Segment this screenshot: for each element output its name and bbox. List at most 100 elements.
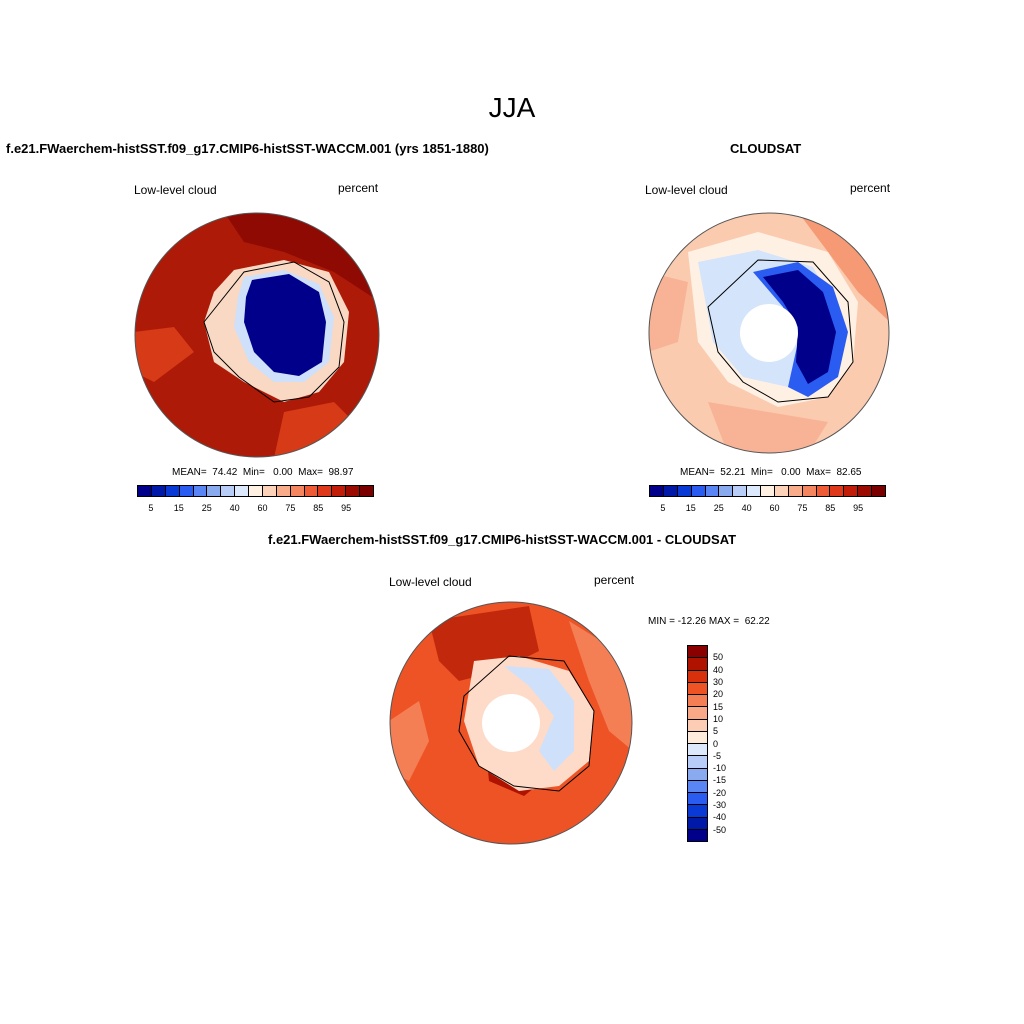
- model-colorbar-swatch: [290, 486, 305, 496]
- diff-polar-map: [389, 601, 633, 845]
- obs-colorbar-swatch: [872, 486, 885, 496]
- obs-colorbar-swatch: [650, 486, 664, 496]
- obs-polar-gap: [740, 304, 798, 362]
- model-colorbar-swatch: [221, 486, 236, 496]
- model-colorbar-swatch: [165, 486, 180, 496]
- diff-colorbar-tick-label: -20: [713, 787, 727, 798]
- obs-mid-cloud-region-2: [649, 272, 688, 352]
- model-colorbar-swatch: [262, 486, 277, 496]
- model-polar-map: [134, 212, 380, 458]
- obs-colorbar-swatch: [816, 486, 831, 496]
- model-colorbar: [137, 485, 374, 497]
- obs-colorbar-tick-label: 5: [660, 503, 666, 513]
- obs-colorbar-swatch: [788, 486, 803, 496]
- obs-colorbar-swatch: [830, 486, 845, 496]
- model-colorbar-swatch: [179, 486, 194, 496]
- obs-coastline: [707, 259, 854, 403]
- model-colorbar-swatch: [193, 486, 208, 496]
- model-colorbar-tick-label: 75: [285, 503, 296, 513]
- diff-colorbar-tick-label: 15: [713, 701, 724, 712]
- diff-colorbar-swatch: [688, 670, 707, 683]
- model-colorbar-swatch: [235, 486, 249, 496]
- diff-colorbar-tick-label: -30: [713, 800, 727, 811]
- obs-colorbar-swatch: [691, 486, 706, 496]
- diff-colorbar-tick-label: 50: [713, 652, 724, 663]
- diff-colorbar-tick-label: 5: [713, 726, 719, 737]
- diff-stats: MIN = -12.26 MAX = 62.22: [648, 616, 770, 627]
- obs-colorbar-tick-label: 25: [713, 503, 724, 513]
- obs-variable-label: Low-level cloud: [645, 183, 728, 197]
- obs-colorbar-tick-label: 85: [825, 503, 836, 513]
- obs-antarctic-low-cloud: [763, 270, 836, 384]
- obs-units-label: percent: [850, 181, 891, 195]
- diff-colorbar-swatch: [688, 695, 707, 708]
- diff-coastline: [458, 655, 595, 792]
- diff-lower-region: [390, 701, 429, 781]
- diff-colorbar-tick-label: 40: [713, 664, 724, 675]
- diff-colorbar-tick-label: -40: [713, 812, 727, 823]
- model-mid-cloud-region: [135, 327, 194, 382]
- obs-colorbar-tick-label: 75: [797, 503, 808, 513]
- diff-colorbar-swatch: [688, 744, 707, 757]
- model-panel-title: f.e21.FWaerchem-histSST.f09_g17.CMIP6-hi…: [6, 141, 489, 156]
- model-coastline: [203, 261, 345, 403]
- obs-colorbar-swatch: [733, 486, 748, 496]
- model-colorbar-tick-label: 5: [148, 503, 154, 513]
- model-colorbar-swatch: [346, 486, 360, 496]
- obs-colorbar-tick-label: 40: [741, 503, 752, 513]
- diff-colorbar-swatch: [688, 805, 707, 818]
- obs-colorbar-swatch: [705, 486, 720, 496]
- model-stats: MEAN= 74.42 Min= 0.00 Max= 98.97: [172, 467, 354, 478]
- obs-colorbar-swatch: [677, 486, 692, 496]
- diff-colorbar-swatch: [688, 793, 707, 806]
- obs-colorbar-tick-label: 15: [685, 503, 696, 513]
- obs-colorbar-swatch: [663, 486, 678, 496]
- obs-colorbar-tick-label: 95: [853, 503, 864, 513]
- model-mid-cloud-region-2: [274, 402, 364, 457]
- model-colorbar-swatch: [304, 486, 319, 496]
- model-colorbar-tick-label: 15: [173, 503, 184, 513]
- diff-colorbar-swatch: [688, 707, 707, 720]
- model-colorbar-swatch: [276, 486, 291, 496]
- diff-polar-gap: [482, 694, 540, 752]
- diff-panel-title: f.e21.FWaerchem-histSST.f09_g17.CMIP6-hi…: [268, 532, 737, 547]
- obs-colorbar-swatch: [844, 486, 859, 496]
- diff-colorbar-tick-label: 0: [713, 738, 719, 749]
- model-colorbar-tick-label: 25: [201, 503, 212, 513]
- obs-colorbar-swatch: [747, 486, 761, 496]
- model-colorbar-tick-label: 85: [313, 503, 324, 513]
- model-colorbar-swatch: [207, 486, 222, 496]
- diff-colorbar: [687, 645, 708, 842]
- obs-colorbar-swatch: [802, 486, 817, 496]
- diff-colorbar-tick-label: -50: [713, 824, 727, 835]
- diff-colorbar-swatch: [688, 658, 707, 671]
- obs-stats: MEAN= 52.21 Min= 0.00 Max= 82.65: [680, 467, 862, 478]
- diff-colorbar-swatch: [688, 731, 707, 744]
- obs-colorbar-swatch: [719, 486, 734, 496]
- diff-colorbar-tick-label: 30: [713, 676, 724, 687]
- model-units-label: percent: [338, 181, 379, 195]
- obs-colorbar-swatch: [761, 486, 775, 496]
- obs-colorbar-swatch: [858, 486, 872, 496]
- obs-colorbar: [649, 485, 886, 497]
- model-colorbar-tick-label: 95: [341, 503, 352, 513]
- diff-colorbar-tick-label: 10: [713, 713, 724, 724]
- diff-colorbar-swatch: [688, 756, 707, 769]
- season-title: JJA: [488, 92, 536, 123]
- diff-colorbar-tick-label: 20: [713, 689, 724, 700]
- diff-colorbar-swatch: [688, 780, 707, 793]
- obs-map-border: [648, 212, 890, 454]
- diff-colorbar-swatch: [688, 768, 707, 781]
- obs-panel-title: CLOUDSAT: [730, 141, 802, 156]
- model-variable-label: Low-level cloud: [134, 183, 217, 197]
- model-colorbar-swatch: [360, 486, 373, 496]
- obs-colorbar-swatch: [774, 486, 789, 496]
- model-colorbar-tick-label: 60: [257, 503, 268, 513]
- diff-colorbar-tick-label: -10: [713, 763, 727, 774]
- model-colorbar-swatch: [249, 486, 263, 496]
- diff-map-border: [389, 601, 633, 845]
- diff-colorbar-swatch: [688, 817, 707, 830]
- diff-negative-region: [504, 666, 574, 771]
- model-map-border: [134, 212, 380, 458]
- diff-colorbar-tick-label: -15: [713, 775, 727, 786]
